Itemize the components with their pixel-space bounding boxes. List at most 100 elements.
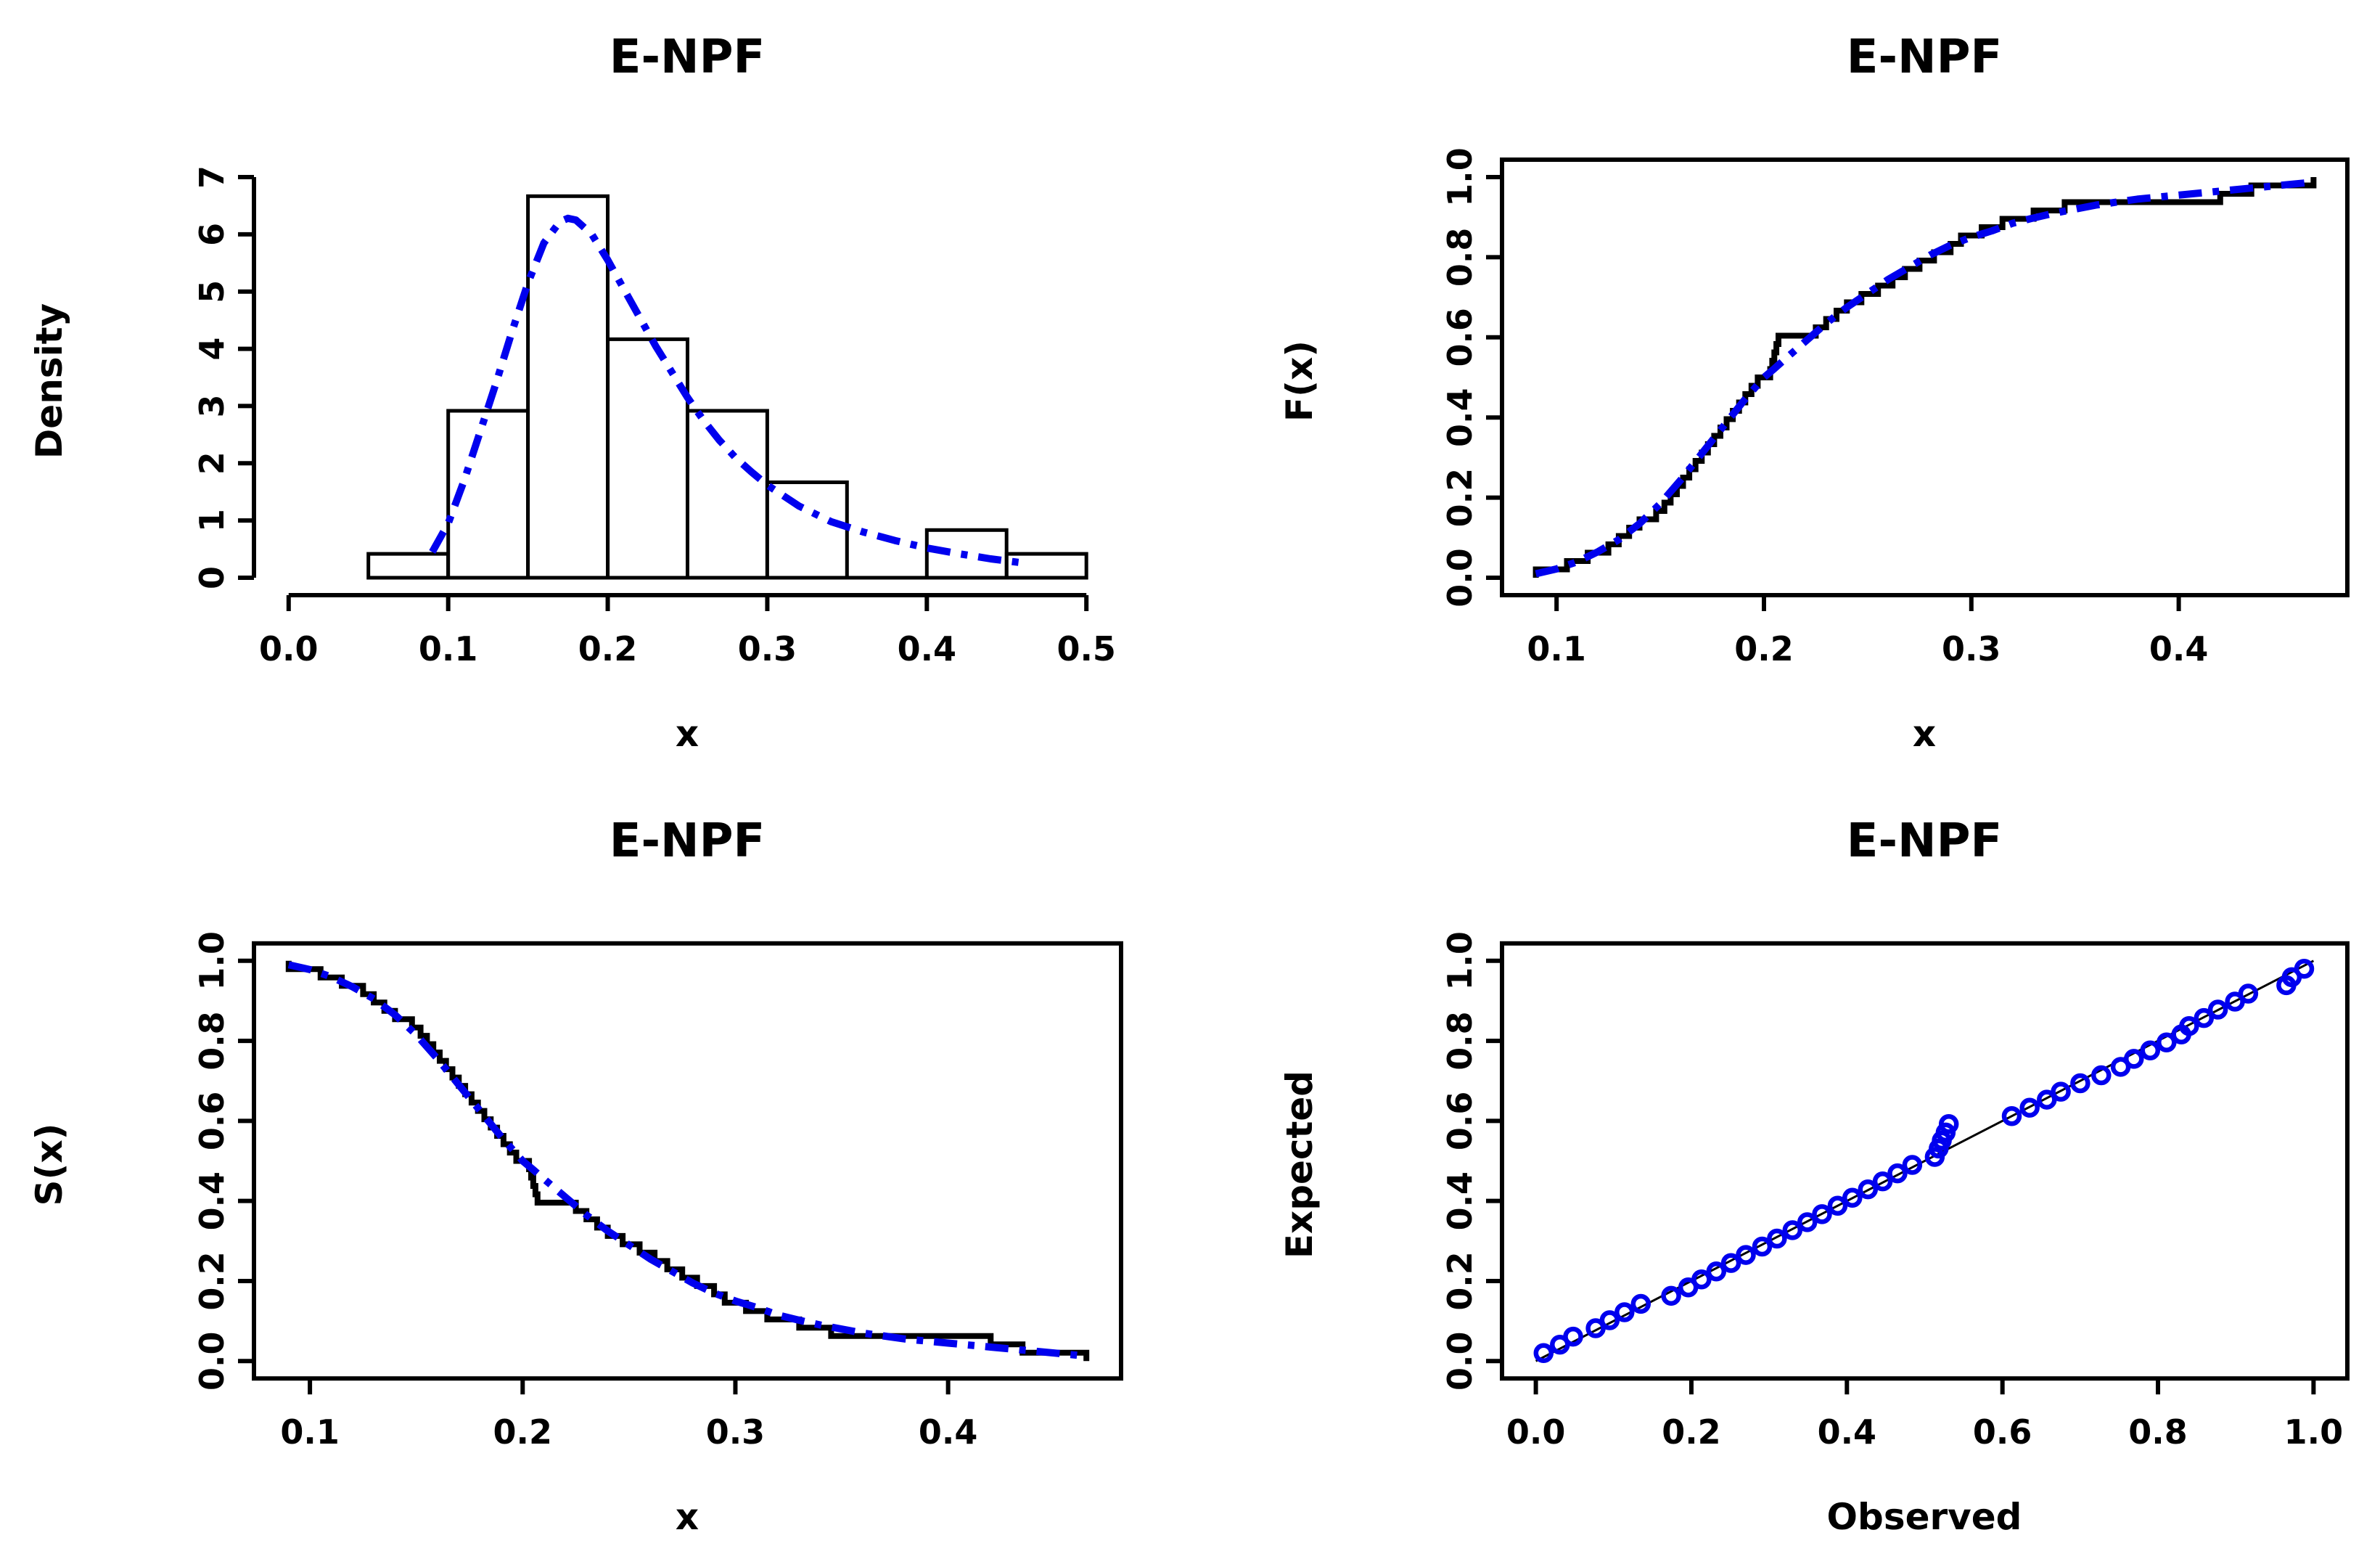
pp-point (2091, 1065, 2112, 1086)
chart-title: E-NPF (610, 814, 765, 868)
x-tick-label: 0.4 (919, 1412, 977, 1452)
pp-point (2124, 1049, 2144, 1069)
x-tick-label: 0.5 (1056, 629, 1116, 668)
pp-point (1797, 1212, 1818, 1232)
y-tick-label: 1.0 (1440, 931, 1480, 990)
x-tick-label: 0.3 (738, 629, 797, 668)
pp-point (1938, 1114, 1959, 1134)
x-tick-label: 0.2 (1662, 1412, 1720, 1452)
pp-point (1661, 1285, 1681, 1306)
y-tick-label: 0.8 (192, 1011, 231, 1070)
y-tick-label: 0.2 (1440, 468, 1480, 528)
chart-title: E-NPF (1847, 30, 2002, 84)
y-tick-label: 0.4 (192, 1171, 231, 1230)
pp-point (1736, 1245, 1756, 1265)
pp-point (1599, 1310, 1620, 1330)
x-tick-label: 0.2 (578, 629, 638, 668)
pp-point (1691, 1269, 1712, 1290)
x-axis-label: x (676, 713, 699, 755)
x-tick-label: 0.4 (1818, 1412, 1876, 1452)
pp-plot-svg: 0.0 0.2 0.4 0.6 0.8 1.0 0.0 0.2 0.4 0.6 0.8 1.0 E-N… (1279, 814, 2350, 1538)
y-tick-label: 0.0 (1440, 1332, 1480, 1391)
pp-point (1767, 1228, 1787, 1249)
x-tick-label: 1.0 (2284, 1412, 2343, 1452)
histogram-svg: 0.0 0.1 0.2 0.3 0.4 0.5 0 1 2 3 4 5 6 7 E-NPF x Densi… (28, 30, 1116, 755)
y-tick-label: 1 (192, 509, 231, 532)
pp-point (2019, 1097, 2040, 1118)
x-tick-label: 0.6 (1973, 1412, 2032, 1452)
x-tick-label: 0.4 (898, 629, 957, 668)
plot-box (252, 941, 1123, 1381)
pp-point (1706, 1261, 1727, 1282)
x-tick-label: 0.2 (1734, 629, 1794, 668)
pp-point (2140, 1040, 2161, 1060)
y-tick-label: 0.4 (1440, 1171, 1480, 1230)
x-tick-label: 0.3 (1942, 629, 2001, 668)
pp-point (1827, 1195, 1848, 1216)
y-tick-label: 0.8 (1440, 228, 1480, 287)
y-tick-label: 0.4 (1440, 388, 1480, 447)
histogram-bar (606, 337, 689, 580)
survival-svg: 0.1 0.2 0.3 0.4 0.0 0.2 0.4 0.6 0.8 1.0 E-NPF x S… (28, 814, 1123, 1538)
pp-point (2037, 1089, 2057, 1110)
pp-point (2051, 1081, 2071, 1102)
plot-box (1500, 157, 2350, 597)
y-tick-label: 7 (192, 165, 231, 189)
y-tick-label: 3 (192, 394, 231, 417)
pp-point (2157, 1032, 2177, 1053)
histogram-bar (526, 194, 610, 580)
pp-point (1752, 1236, 1773, 1257)
histogram-panel: 0.0 0.1 0.2 0.3 0.4 0.5 0 1 2 3 4 5 6 7 E-NPF x Densi… (0, 0, 1190, 784)
pp-point (1872, 1171, 1893, 1192)
y-tick-label: 1.0 (192, 931, 231, 990)
pp-point (2001, 1106, 2022, 1126)
x-tick-label: 0.2 (493, 1412, 552, 1452)
cdf-svg: 0.1 0.2 0.3 0.4 0.0 0.2 0.4 0.6 0.8 1.0 E-NPF x F… (1279, 30, 2350, 755)
x-tick-label: 0.1 (280, 1412, 339, 1452)
y-tick-label: 6 (192, 223, 231, 246)
ecdf-step-line (1532, 177, 2317, 578)
x-tick-label: 0.0 (259, 629, 319, 668)
pp-point (1812, 1204, 1832, 1224)
x-tick-label: 0.3 (706, 1412, 765, 1452)
x-tick-label: 0.8 (2128, 1412, 2187, 1452)
fitted-survival-curve (287, 961, 1087, 1360)
pp-plot-panel: 0.0 0.2 0.4 0.6 0.8 1.0 0.0 0.2 0.4 0.6 0.8 1.0 E-N… (1190, 784, 2380, 1567)
y-tick-label: 0.2 (1440, 1251, 1480, 1310)
pp-point (1533, 1343, 1554, 1364)
histogram-bar (366, 552, 451, 580)
y-tick-label: 0.0 (1440, 548, 1480, 607)
pp-point (1563, 1326, 1583, 1347)
pp-point (1614, 1302, 1635, 1322)
histogram-bar (1004, 552, 1088, 580)
pp-point (2194, 1007, 2215, 1028)
x-axis-label: x (1913, 713, 1936, 755)
survival-panel: 0.1 0.2 0.3 0.4 0.0 0.2 0.4 0.6 0.8 1.0 E-NPF x S… (0, 784, 1190, 1567)
y-tick-label: 0.6 (192, 1092, 231, 1150)
x-tick-label: 0.1 (1527, 629, 1586, 668)
pp-point (2207, 999, 2228, 1020)
fitted-cdf-curve (1535, 178, 2314, 578)
pp-point (1858, 1179, 1879, 1200)
pp-point (1720, 1253, 1741, 1273)
pp-point (2294, 959, 2315, 979)
y-tick-label: 0.2 (192, 1251, 231, 1310)
survival-step-line (285, 960, 1090, 1362)
pp-point (1842, 1187, 1863, 1208)
y-tick-label: 0.0 (192, 1332, 231, 1391)
pp-point (2179, 1015, 2199, 1036)
x-axis-label: x (676, 1496, 699, 1538)
y-axis-label: S(x) (28, 1124, 70, 1206)
pp-point (2070, 1073, 2090, 1094)
y-tick-label: 5 (192, 280, 231, 303)
histogram-bar (686, 409, 769, 580)
pp-point (1782, 1220, 1803, 1240)
pp-point (1887, 1163, 1908, 1184)
x-tick-label: 0.1 (419, 629, 478, 668)
x-axis-label: Observed (1827, 1496, 2022, 1538)
pp-point (2238, 983, 2259, 1004)
y-tick-label: 0.6 (1440, 1092, 1480, 1150)
cdf-panel: 0.1 0.2 0.3 0.4 0.0 0.2 0.4 0.6 0.8 1.0 E-NPF x F… (1190, 0, 2380, 784)
histogram-bar (765, 480, 849, 580)
